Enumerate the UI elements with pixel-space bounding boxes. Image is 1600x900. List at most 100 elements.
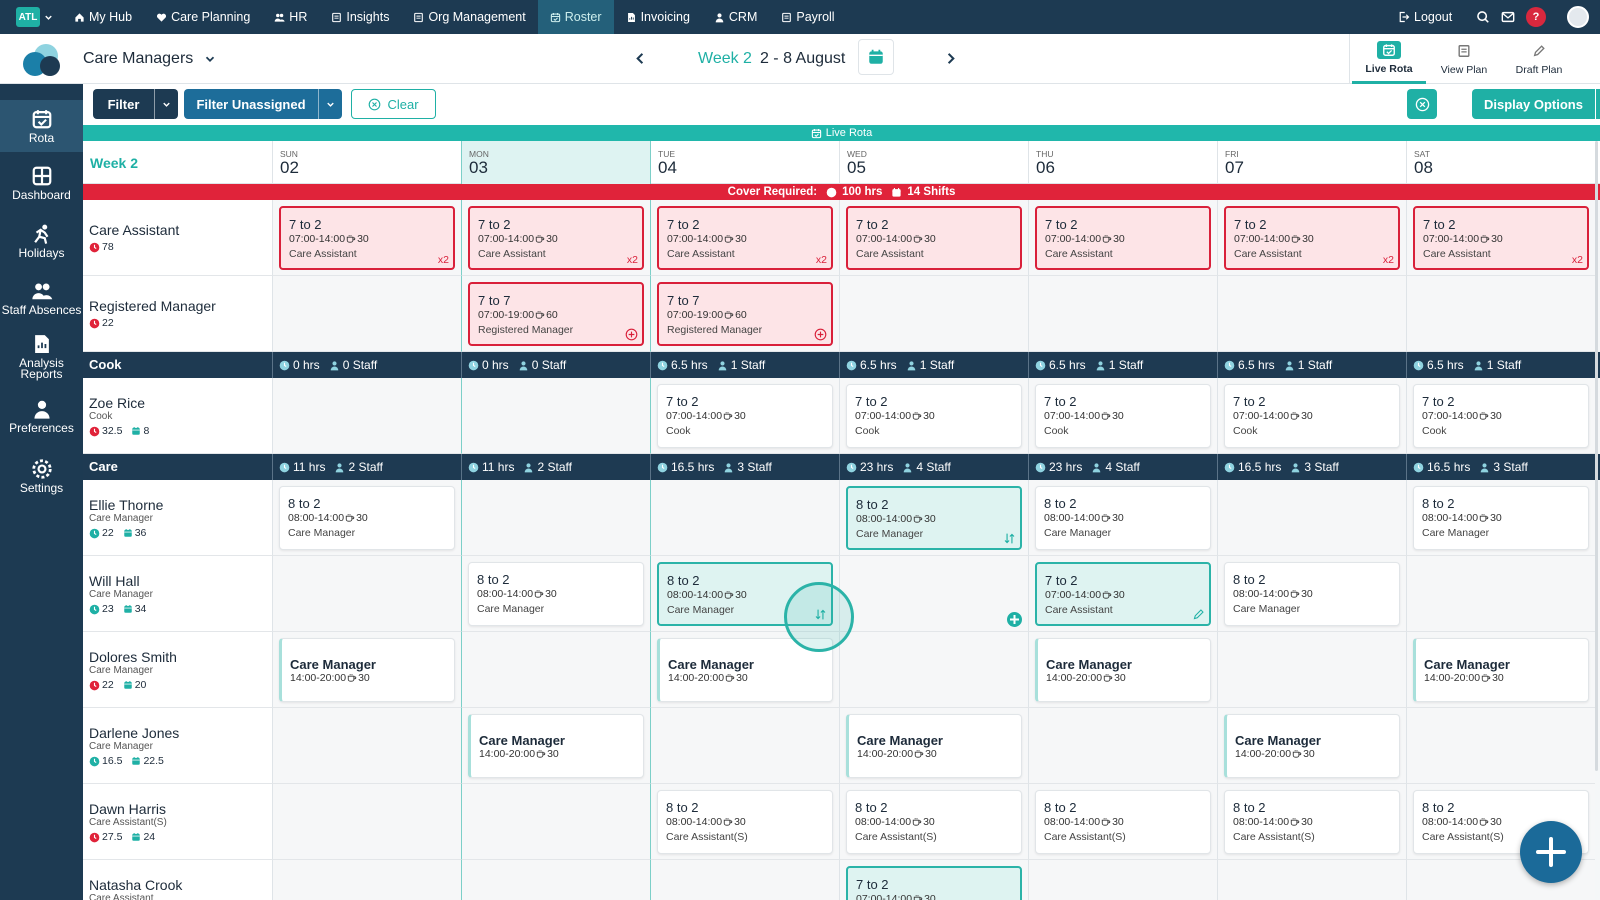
view-tab[interactable]: Live Rota (1352, 34, 1426, 84)
summary-staff: 0 Staff (531, 358, 567, 372)
help-button[interactable]: ? (1526, 7, 1546, 27)
shift-card[interactable]: 7 to 2 07:00-14:00 30 Cook (1413, 384, 1589, 448)
shift-card[interactable]: 8 to 2 08:00-14:00 30 Care Assistant(S) (846, 790, 1022, 854)
clear-button[interactable]: Clear (351, 89, 436, 119)
icon (1290, 462, 1301, 473)
icon (1091, 462, 1102, 473)
clear-label: Clear (387, 96, 419, 112)
shift-card[interactable]: 8 to 2 08:00-14:00 30 Care Assistant(S) (1224, 790, 1400, 854)
filter-button[interactable]: Filter (93, 89, 178, 119)
summary-hours: 23 hrs (1049, 460, 1083, 474)
shift-card[interactable]: 7 to 2 07:00-14:00 30 Cook (657, 384, 833, 448)
calendar-button[interactable] (858, 39, 894, 75)
shift-card[interactable]: Care Manager 14:00-20:00 30 (657, 638, 833, 702)
sidebar-item[interactable]: Settings (0, 450, 83, 502)
sidebar-item[interactable]: Preferences (0, 390, 83, 442)
shift-card[interactable]: 7 to 2 07:00-14:00 30 Care Assistant x2 (657, 206, 833, 270)
group-summary: 11 hrs 2 Staff (461, 454, 650, 480)
shift-card[interactable]: 8 to 2 08:00-14:00 30 Care Manager (1035, 486, 1211, 550)
sidebar-item[interactable]: Analysis Reports (0, 330, 83, 382)
shift-card[interactable]: 8 to 2 08:00-14:00 30 Care Manager (1413, 486, 1589, 550)
shift-time: 07:00-14:00 30 (1233, 410, 1393, 422)
sidebar-item[interactable]: Holidays (0, 215, 83, 267)
shift-card[interactable]: Care Manager 14:00-20:00 30 (846, 714, 1022, 778)
nav-item[interactable]: Roster (537, 0, 614, 34)
nav-item[interactable]: Care Planning (144, 0, 262, 34)
nav-item[interactable]: HR (262, 0, 319, 34)
shift-hours: 08:00-14:00 (1233, 816, 1290, 828)
icon (331, 12, 342, 23)
add-button[interactable] (1520, 821, 1582, 883)
add-shift-dot[interactable] (1007, 612, 1022, 627)
shift-card[interactable]: 7 to 2 07:00-14:00 30 Care Assistant x2 (279, 206, 455, 270)
shift-card[interactable]: 8 to 2 08:00-14:00 30 Care Assistant(S) (1035, 790, 1211, 854)
cup-icon (1479, 513, 1489, 522)
group-summary: 6.5 hrs 1 Staff (1028, 352, 1217, 378)
shift-hours: 07:00-14:00 (1045, 589, 1102, 601)
shift-break: 30 (546, 233, 558, 245)
view-tab[interactable]: View Plan (1427, 34, 1501, 84)
shift-role: Registered Manager (478, 324, 574, 336)
shift-card[interactable]: 8 to 2 08:00-14:00 30 Care Manager (468, 562, 644, 626)
sidebar-item[interactable]: Staff Absences (0, 272, 83, 324)
staff-role: Care Manager (89, 589, 153, 600)
sidebar-item[interactable]: Dashboard (0, 157, 83, 209)
shift-card[interactable]: 7 to 7 07:00-19:00 60 Registered Manager (468, 282, 644, 346)
shift-break: 30 (736, 672, 748, 684)
shift-card[interactable]: 7 to 2 07:00-14:00 30 Care Assistant x2 (1224, 206, 1400, 270)
group-summary: 16.5 hrs 3 Staff (650, 454, 839, 480)
nav-item[interactable]: CRM (702, 0, 769, 34)
shift-card[interactable]: 8 to 2 08:00-14:00 30 Care Manager (846, 486, 1022, 550)
icon (1192, 608, 1205, 621)
nav-label: Payroll (796, 10, 835, 24)
display-options-arrow[interactable] (1596, 89, 1600, 119)
icon (723, 411, 733, 421)
nav-item[interactable]: My Hub (62, 0, 144, 34)
nav-item[interactable]: Invoicing (614, 0, 702, 34)
group-summary: 16.5 hrs 3 Staff (1406, 454, 1595, 480)
cup-icon (1291, 234, 1301, 243)
avatar[interactable] (1567, 6, 1589, 28)
display-options-button[interactable]: Display Options (1472, 89, 1595, 119)
shift-card[interactable]: Care Manager 14:00-20:00 30 (279, 638, 455, 702)
plus-glyph (1010, 615, 1019, 624)
shift-role: Care Manager (477, 603, 545, 615)
nav-item[interactable]: Payroll (769, 0, 846, 34)
shift-card[interactable]: 7 to 2 07:00-14:00 30 Care Assistant x2 (468, 206, 644, 270)
icon (913, 234, 923, 244)
staff-role: Cook (89, 411, 113, 422)
shift-card[interactable]: Care Manager 14:00-20:00 30 (1413, 638, 1589, 702)
shift-card[interactable]: Care Manager 14:00-20:00 30 (1224, 714, 1400, 778)
icon (891, 187, 902, 198)
label-cell-bg (83, 480, 272, 556)
nav-item[interactable]: Insights (319, 0, 401, 34)
logout[interactable]: Logout (1398, 0, 1468, 34)
view-tab[interactable]: Draft Plan (1502, 34, 1576, 84)
filter-unassigned-button[interactable]: Filter Unassigned (184, 89, 342, 119)
shift-card[interactable]: 8 to 2 08:00-14:00 30 Care Assistant(S) (657, 790, 833, 854)
user-icon (1096, 360, 1104, 370)
shift-card[interactable]: 7 to 7 07:00-19:00 60 Registered Manager (657, 282, 833, 346)
team-select[interactable]: Care Managers (83, 34, 253, 84)
user-icon (519, 360, 527, 370)
sidebar-item[interactable]: Rota (0, 100, 83, 152)
shift-card[interactable]: 7 to 2 07:00-14:00 30 Cook (1224, 384, 1400, 448)
row-stat: 78 (89, 240, 189, 254)
shift-card[interactable]: 7 to 2 07:00-14:00 30 Cook (846, 384, 1022, 448)
shift-card[interactable]: Care Manager 14:00-20:00 30 (468, 714, 644, 778)
shift-card[interactable]: 7 to 2 07:00-14:00 30 Cook (1035, 384, 1211, 448)
shift-card[interactable]: 8 to 2 08:00-14:00 30 Care Manager (279, 486, 455, 550)
shift-card[interactable]: Care Manager 14:00-20:00 30 (1035, 638, 1211, 702)
staff-hours: 22 (102, 679, 114, 691)
nav-item[interactable]: Org Management (401, 0, 537, 34)
staff-role: Care Assistant(S) (89, 817, 167, 828)
collapse-button[interactable] (1407, 89, 1437, 119)
shift-card[interactable]: 8 to 2 08:00-14:00 30 Care Manager (1224, 562, 1400, 626)
day-name: THU (1036, 149, 1054, 159)
shift-card[interactable]: 7 to 2 07:00-14:00 30 Care Assistant x2 (1413, 206, 1589, 270)
icon (1003, 532, 1016, 545)
